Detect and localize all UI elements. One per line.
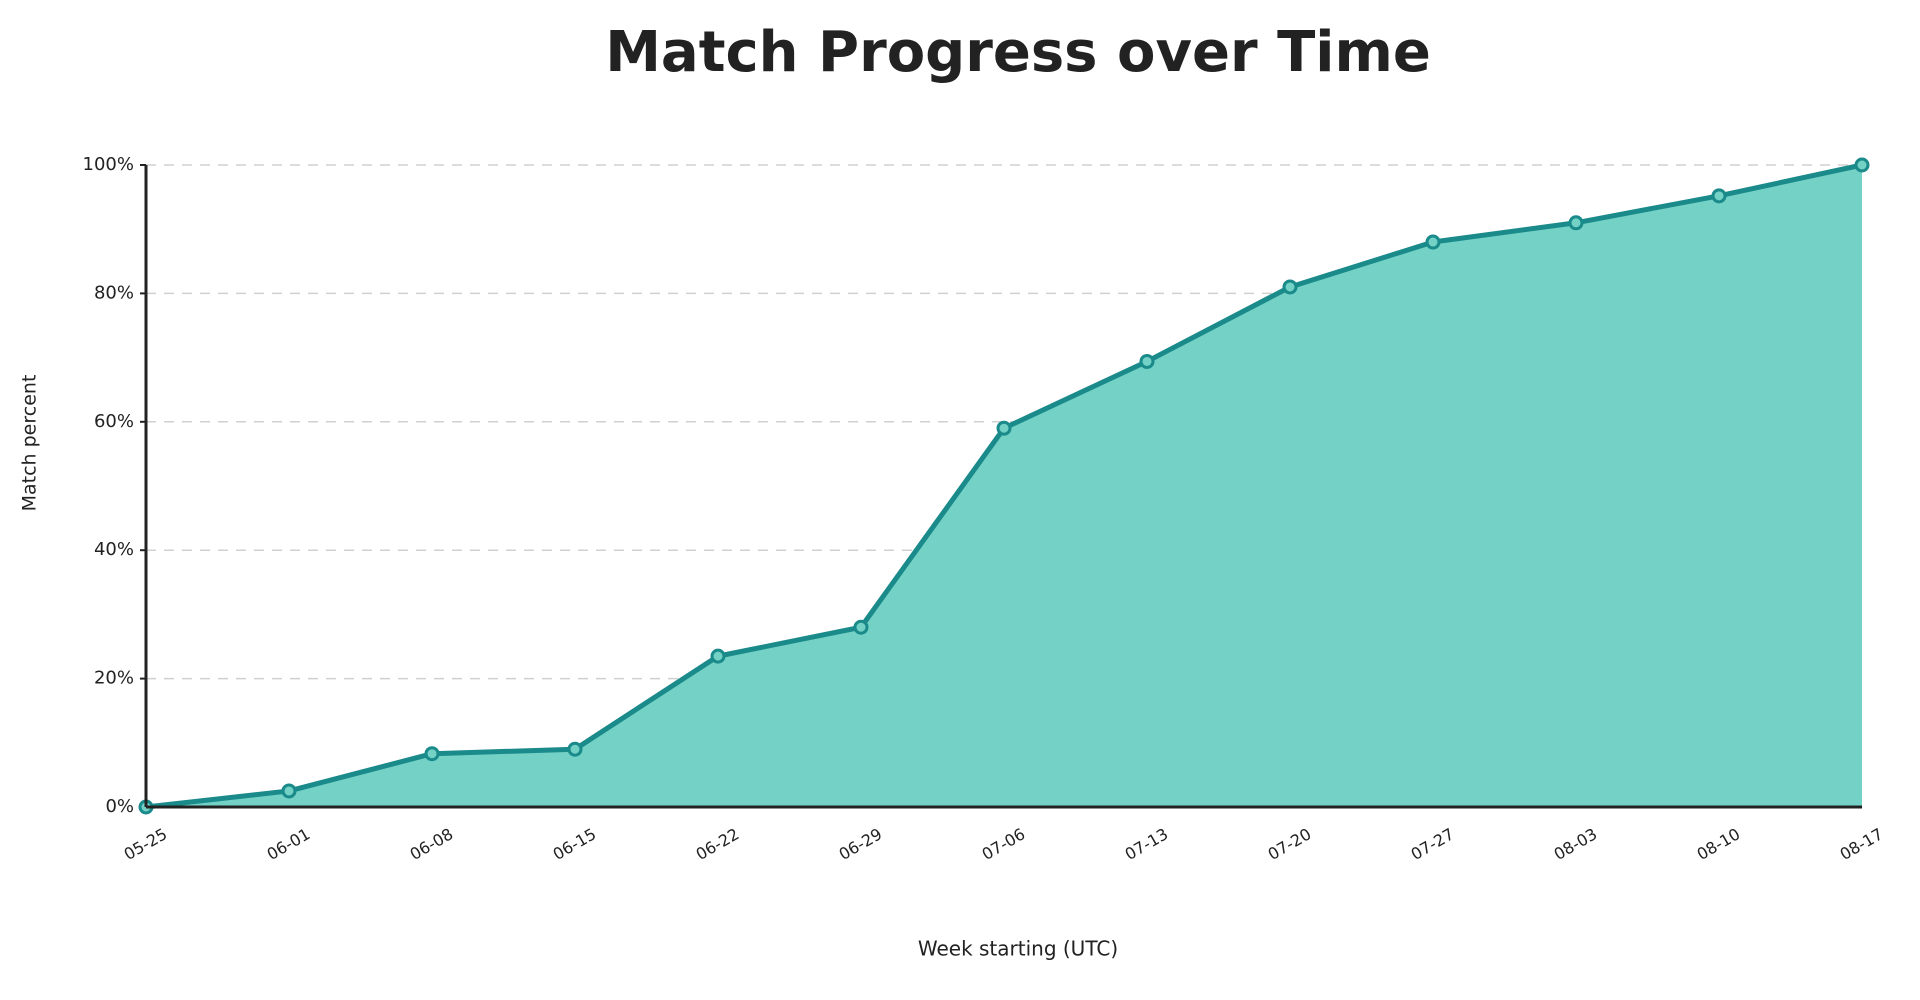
x-tick-label: 06-15 <box>550 824 600 864</box>
y-axis-title: Match percent <box>19 375 41 512</box>
x-tick-label: 06-22 <box>693 824 743 864</box>
point <box>853 619 869 635</box>
point <box>996 420 1012 436</box>
point <box>567 741 583 757</box>
area <box>146 165 1862 807</box>
point <box>1568 215 1584 231</box>
x-tick-label: 06-08 <box>407 824 457 864</box>
point <box>1854 157 1870 173</box>
y-tick-label: 40% <box>94 539 134 560</box>
chart-title: Match Progress over Time <box>605 20 1431 85</box>
x-tick-label: 06-29 <box>836 824 886 864</box>
x-tick-label: 05-25 <box>121 824 171 864</box>
x-tick-label: 07-27 <box>1408 824 1458 864</box>
x-tick-label: 07-06 <box>979 824 1029 864</box>
y-tick-label: 60% <box>94 411 134 432</box>
point <box>424 746 440 762</box>
point <box>281 783 297 799</box>
x-tick-label: 06-01 <box>264 824 314 864</box>
x-tick-label: 08-17 <box>1837 824 1887 864</box>
y-tick-label: 0% <box>105 796 134 817</box>
x-axis-title: Week starting (UTC) <box>918 937 1118 961</box>
point <box>1139 353 1155 369</box>
point <box>1711 188 1727 204</box>
point <box>1282 279 1298 295</box>
point <box>1425 234 1441 250</box>
x-tick-label: 08-03 <box>1551 824 1601 864</box>
y-tick-label: 80% <box>94 282 134 303</box>
x-tick-label: 07-20 <box>1265 824 1315 864</box>
y-tick-label: 20% <box>94 668 134 689</box>
y-tick-label: 100% <box>83 154 134 175</box>
point <box>710 648 726 664</box>
x-tick-label: 08-10 <box>1694 824 1744 864</box>
x-tick-label: 07-13 <box>1122 824 1172 864</box>
